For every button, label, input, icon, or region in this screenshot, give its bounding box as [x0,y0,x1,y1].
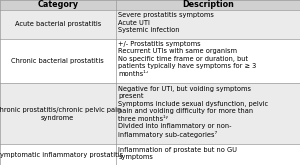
Bar [0,83,300,144]
Text: Chronic prostatitis/chronic pelvic pain
syndrome: Chronic prostatitis/chronic pelvic pain … [0,107,121,121]
Bar [0,144,300,165]
Text: Asymptomatic inflammatory prostatitis: Asymptomatic inflammatory prostatitis [0,152,123,158]
Text: Negative for UTI, but voiding symptoms
present
Symptoms include sexual dysfuncti: Negative for UTI, but voiding symptoms p… [118,86,268,138]
Text: Category: Category [37,0,78,9]
Bar [0,39,300,83]
Text: Inflammation of prostate but no GU
symptoms: Inflammation of prostate but no GU sympt… [118,147,238,160]
Text: Severe prostatitis symptoms
Acute UTI
Systemic infection: Severe prostatitis symptoms Acute UTI Sy… [118,12,214,33]
Bar [0,10,300,39]
Bar [0,0,300,10]
Text: Description: Description [182,0,234,9]
Text: Chronic bacterial prostatitis: Chronic bacterial prostatitis [11,58,104,64]
Text: Acute bacterial prostatitis: Acute bacterial prostatitis [15,21,101,27]
Text: +/- Prostatitis symptoms
Recurrent UTIs with same organism
No specific time fram: +/- Prostatitis symptoms Recurrent UTIs … [118,41,257,77]
